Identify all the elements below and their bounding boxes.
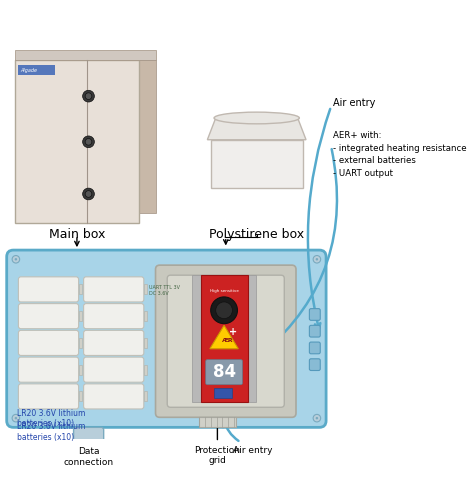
Bar [139,60,156,213]
Circle shape [15,417,17,420]
Circle shape [83,90,94,102]
Text: Main box: Main box [49,228,105,242]
FancyBboxPatch shape [156,265,296,417]
Circle shape [83,136,94,148]
Ellipse shape [214,112,299,124]
Bar [78,365,82,375]
FancyBboxPatch shape [84,304,144,329]
Bar [15,60,139,223]
FancyBboxPatch shape [74,427,104,444]
Text: High sensitive: High sensitive [210,289,239,293]
Circle shape [85,139,92,145]
Polygon shape [207,118,306,140]
Circle shape [216,302,233,318]
FancyBboxPatch shape [18,304,78,329]
Bar [144,338,147,348]
Text: ÆR: ÆR [221,338,233,343]
FancyBboxPatch shape [309,342,320,354]
Circle shape [211,297,237,324]
Text: Air entry: Air entry [233,446,272,455]
Circle shape [316,417,318,420]
Bar [144,391,147,401]
FancyBboxPatch shape [18,330,78,355]
Bar [211,140,303,188]
FancyBboxPatch shape [309,325,320,337]
FancyBboxPatch shape [84,357,144,382]
FancyBboxPatch shape [84,330,144,355]
Bar [144,311,147,321]
Bar [214,388,233,398]
Text: AER+ with:
- integrated heating resistance
- external batteries
- UART output: AER+ with: - integrated heating resistan… [333,131,466,178]
Text: Protection
grid: Protection grid [195,446,240,465]
Circle shape [85,191,92,197]
Circle shape [316,258,318,260]
Circle shape [85,93,92,100]
Bar [144,365,147,375]
Text: Polystirene box: Polystirene box [209,228,304,242]
Text: Algade: Algade [20,68,37,73]
Text: Air entry: Air entry [333,98,375,108]
Bar [248,275,256,402]
Text: 84: 84 [212,363,235,381]
FancyBboxPatch shape [18,384,78,409]
FancyBboxPatch shape [18,357,78,382]
FancyBboxPatch shape [167,275,284,407]
Polygon shape [210,325,238,349]
Bar [78,311,82,321]
FancyBboxPatch shape [84,277,144,302]
Bar [78,338,82,348]
Bar [144,284,147,294]
Bar [78,391,82,401]
Text: DC 3.6V: DC 3.6V [149,291,169,296]
Bar [192,275,201,402]
FancyBboxPatch shape [18,277,78,302]
FancyBboxPatch shape [309,359,320,371]
Circle shape [313,255,321,263]
Bar [78,284,82,294]
Bar [199,417,236,427]
Circle shape [83,188,94,200]
Circle shape [313,415,321,422]
Bar [15,50,156,60]
FancyBboxPatch shape [7,250,326,427]
Text: +: + [229,327,237,337]
Circle shape [15,258,17,260]
Text: LR20 3.6V lithium
batteries (x10): LR20 3.6V lithium batteries (x10) [17,423,85,442]
Circle shape [12,255,20,263]
Bar [18,65,55,75]
Circle shape [12,415,20,422]
Text: LR20 3.6V lithium
batteries (x10): LR20 3.6V lithium batteries (x10) [17,409,85,428]
FancyBboxPatch shape [84,384,144,409]
Bar [201,275,248,402]
Text: Data
connection: Data connection [63,448,114,467]
FancyBboxPatch shape [206,359,243,385]
Text: UART TTL 3V: UART TTL 3V [149,284,180,289]
FancyBboxPatch shape [309,309,320,320]
